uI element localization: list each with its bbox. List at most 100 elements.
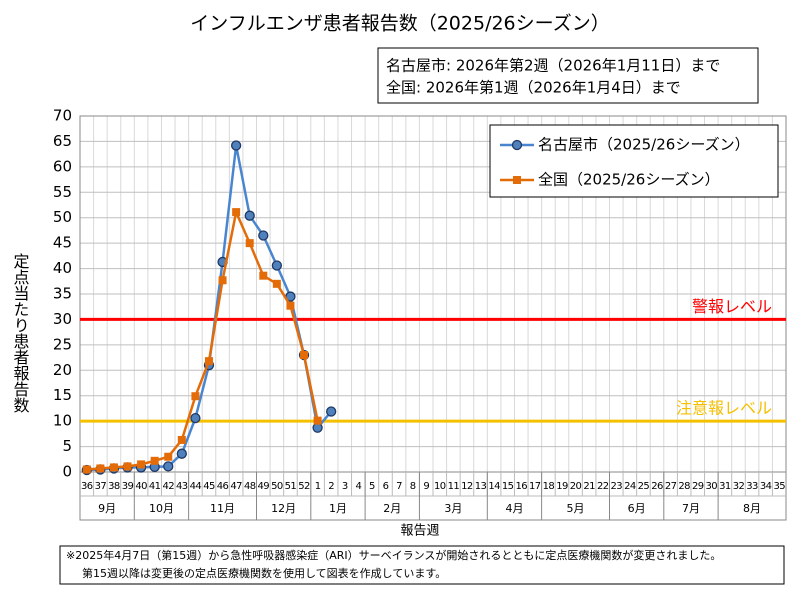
x-tick-label: 49 [258,481,270,492]
point [96,464,105,473]
y-tick-label: 40 [53,259,72,277]
x-tick-label: 6 [383,481,389,492]
x-tick-label: 12 [461,481,473,492]
x-tick-label: 43 [176,481,188,492]
x-tick-label: 42 [162,481,174,492]
x-tick-label: 33 [746,481,758,492]
point [204,357,213,366]
point [123,462,132,471]
x-tick-label: 35 [773,481,785,492]
point [271,260,283,271]
point [176,448,187,459]
x-tick-label: 48 [244,481,256,492]
x-tick-label: 13 [475,481,487,492]
month-label: 10月 [149,502,174,515]
y-tick-label: 0 [62,463,72,481]
x-tick-label: 8 [410,481,416,492]
x-tick-label: 5 [369,481,375,492]
y-tick-label: 20 [53,361,72,379]
x-tick-label: 22 [597,481,609,492]
x-tick-label: 15 [502,481,514,492]
y-tick-label: 30 [53,310,72,328]
x-tick-label: 11 [448,481,460,492]
info-box [377,47,759,104]
y-tick-label: 65 [53,132,72,150]
x-tick-label: 41 [149,481,161,492]
x-tick-label: 38 [108,481,120,492]
point [326,406,337,417]
x-tick-label: 29 [692,481,704,492]
y-tick-label: 60 [53,157,72,175]
point [300,351,309,360]
month-label: 11月 [210,502,235,515]
y-tick-label: 5 [62,437,72,455]
point [232,208,241,217]
point [244,210,255,221]
x-tick-label: 14 [488,481,500,492]
x-tick-label: 3 [342,481,348,492]
x-tick-label: 10 [434,481,446,492]
point [313,416,322,425]
x-tick-label: 28 [678,481,690,492]
point [177,435,186,444]
x-axis-label: 報告週 [400,524,439,539]
point [109,463,118,472]
threshold-label: 注意報レベル [676,399,772,418]
info-text: 全国: 2026年第1週（2026年1月4日）まで [386,79,681,97]
x-tick-label: 30 [706,481,718,492]
x-tick-label: 45 [203,481,215,492]
point [137,460,146,469]
y-axis-label: 定点当たり患者報告数 [11,253,30,413]
chart-title: インフルエンザ患者報告数（2025/26シーズン） [190,13,609,35]
x-tick-label: 2 [328,481,334,492]
x-tick-label: 32 [733,481,745,492]
point [272,279,281,288]
x-tick-label: 20 [570,481,582,492]
threshold-label: 警報レベル [692,297,772,316]
point [191,392,200,401]
point [150,456,159,465]
x-tick-label: 31 [719,481,731,492]
x-tick-label: 7 [396,481,402,492]
month-label: 5月 [567,502,585,515]
point [164,452,173,461]
x-tick-label: 34 [760,481,772,492]
y-tick-label: 15 [53,386,72,404]
point [286,301,295,310]
y-tick-label: 70 [53,107,72,125]
x-tick-label: 17 [529,481,541,492]
x-tick-label: 40 [135,481,147,492]
x-tick-label: 50 [271,481,283,492]
x-tick-label: 16 [515,481,527,492]
y-tick-label: 35 [53,285,72,303]
month-label: 6月 [628,502,646,515]
point [82,465,91,474]
x-tick-label: 47 [230,481,242,492]
y-tick-label: 10 [53,412,72,430]
point [245,239,254,248]
point [230,140,242,151]
x-tick-label: 1 [315,481,321,492]
month-label: 8月 [743,502,761,515]
x-tick-label: 21 [583,481,595,492]
note-box [59,545,785,585]
point [190,412,201,424]
x-tick-label: 36 [81,481,93,492]
month-label: 9月 [98,502,116,515]
y-tick-label: 50 [53,208,72,226]
note-text: 第15週以降は変更後の定点医療機関数を使用して図表を作成しています。 [82,566,446,580]
month-label: 7月 [682,502,700,515]
x-tick-label: 19 [556,481,568,492]
x-tick-label: 44 [190,481,202,492]
y-tick-label: 55 [53,183,72,201]
point [218,276,227,285]
legend-marker [511,139,523,151]
x-tick-label: 24 [624,481,636,492]
month-label: 2月 [383,502,401,515]
legend-box [489,124,779,198]
legend-marker [513,176,521,184]
note-text: ※2025年4月7日（第15週）から急性呼吸器感染症（ARI）サーベイランスが開… [66,548,721,562]
x-tick-label: 39 [122,481,134,492]
x-tick-label: 23 [611,481,623,492]
